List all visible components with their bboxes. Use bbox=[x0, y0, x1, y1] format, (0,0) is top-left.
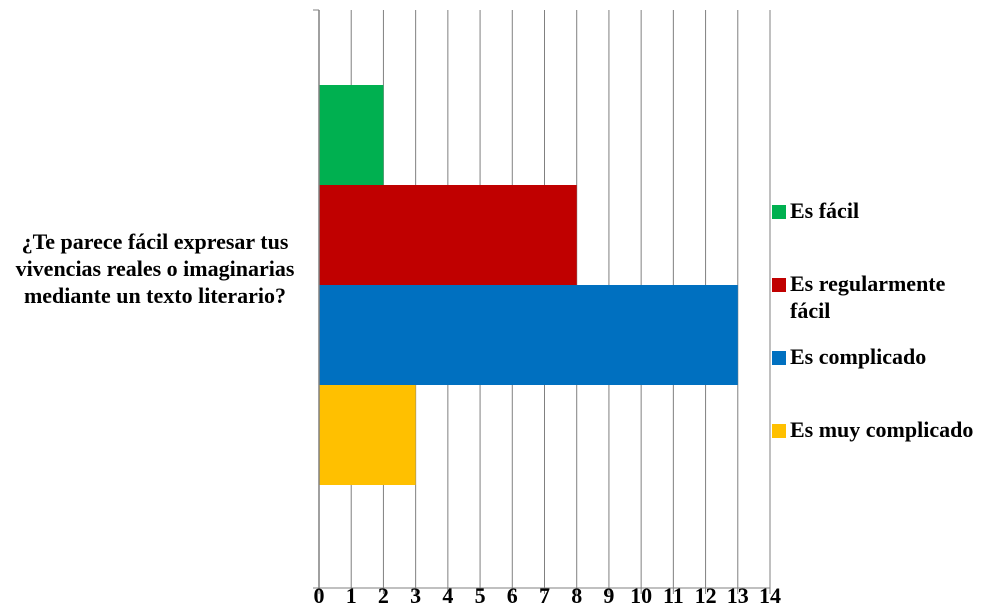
legend-swatch bbox=[772, 424, 786, 438]
bar-es-complicado bbox=[319, 285, 738, 385]
legend-swatch bbox=[772, 205, 786, 219]
legend-item-es-muy-complicado: Es muy complicado bbox=[772, 416, 986, 443]
legend-item-es-complicado: Es complicado bbox=[772, 343, 986, 370]
axes bbox=[313, 9, 770, 589]
category-label: ¿Te parece fácil expresar tus vivencias … bbox=[15, 229, 295, 308]
x-tick-label: 13 bbox=[727, 583, 749, 608]
bar-es-regularmente-f-cil bbox=[319, 185, 577, 285]
x-tick-labels: 0 1 2 3 4 5 6 7 8 9 10 11 12 13 14 bbox=[314, 583, 782, 608]
legend-label: Es fácil bbox=[790, 198, 860, 223]
x-tick-label: 8 bbox=[571, 583, 582, 608]
legend-item-es-facil: Es fácil bbox=[772, 197, 986, 224]
legend-swatch bbox=[772, 351, 786, 365]
x-tick-label: 4 bbox=[442, 583, 453, 608]
x-tick-label: 0 bbox=[314, 583, 325, 608]
bars bbox=[319, 85, 738, 485]
legend-label: Es muy complicado bbox=[790, 417, 974, 442]
x-tick-label: 2 bbox=[378, 583, 389, 608]
legend-label: Es complicado bbox=[790, 344, 927, 369]
x-tick-label: 10 bbox=[630, 583, 652, 608]
legend-item-es-regularmente-facil: Es regularmente fácil bbox=[772, 270, 986, 324]
legend: Es fácil Es regularmente fácil Es compli… bbox=[772, 0, 986, 608]
x-tick-label: 6 bbox=[507, 583, 518, 608]
x-tick-label: 5 bbox=[475, 583, 486, 608]
x-tick-label: 14 bbox=[759, 583, 781, 608]
legend-swatch bbox=[772, 278, 786, 292]
x-tick-label: 9 bbox=[603, 583, 614, 608]
x-tick-label: 11 bbox=[663, 583, 684, 608]
x-tick-label: 7 bbox=[539, 583, 550, 608]
bar-es-f-cil bbox=[319, 85, 384, 185]
x-tick-label: 12 bbox=[695, 583, 717, 608]
bar-es-muy-complicado bbox=[319, 385, 416, 485]
x-tick-label: 1 bbox=[346, 583, 357, 608]
legend-label: Es regularmente fácil bbox=[790, 271, 946, 323]
x-tick-label: 3 bbox=[410, 583, 421, 608]
